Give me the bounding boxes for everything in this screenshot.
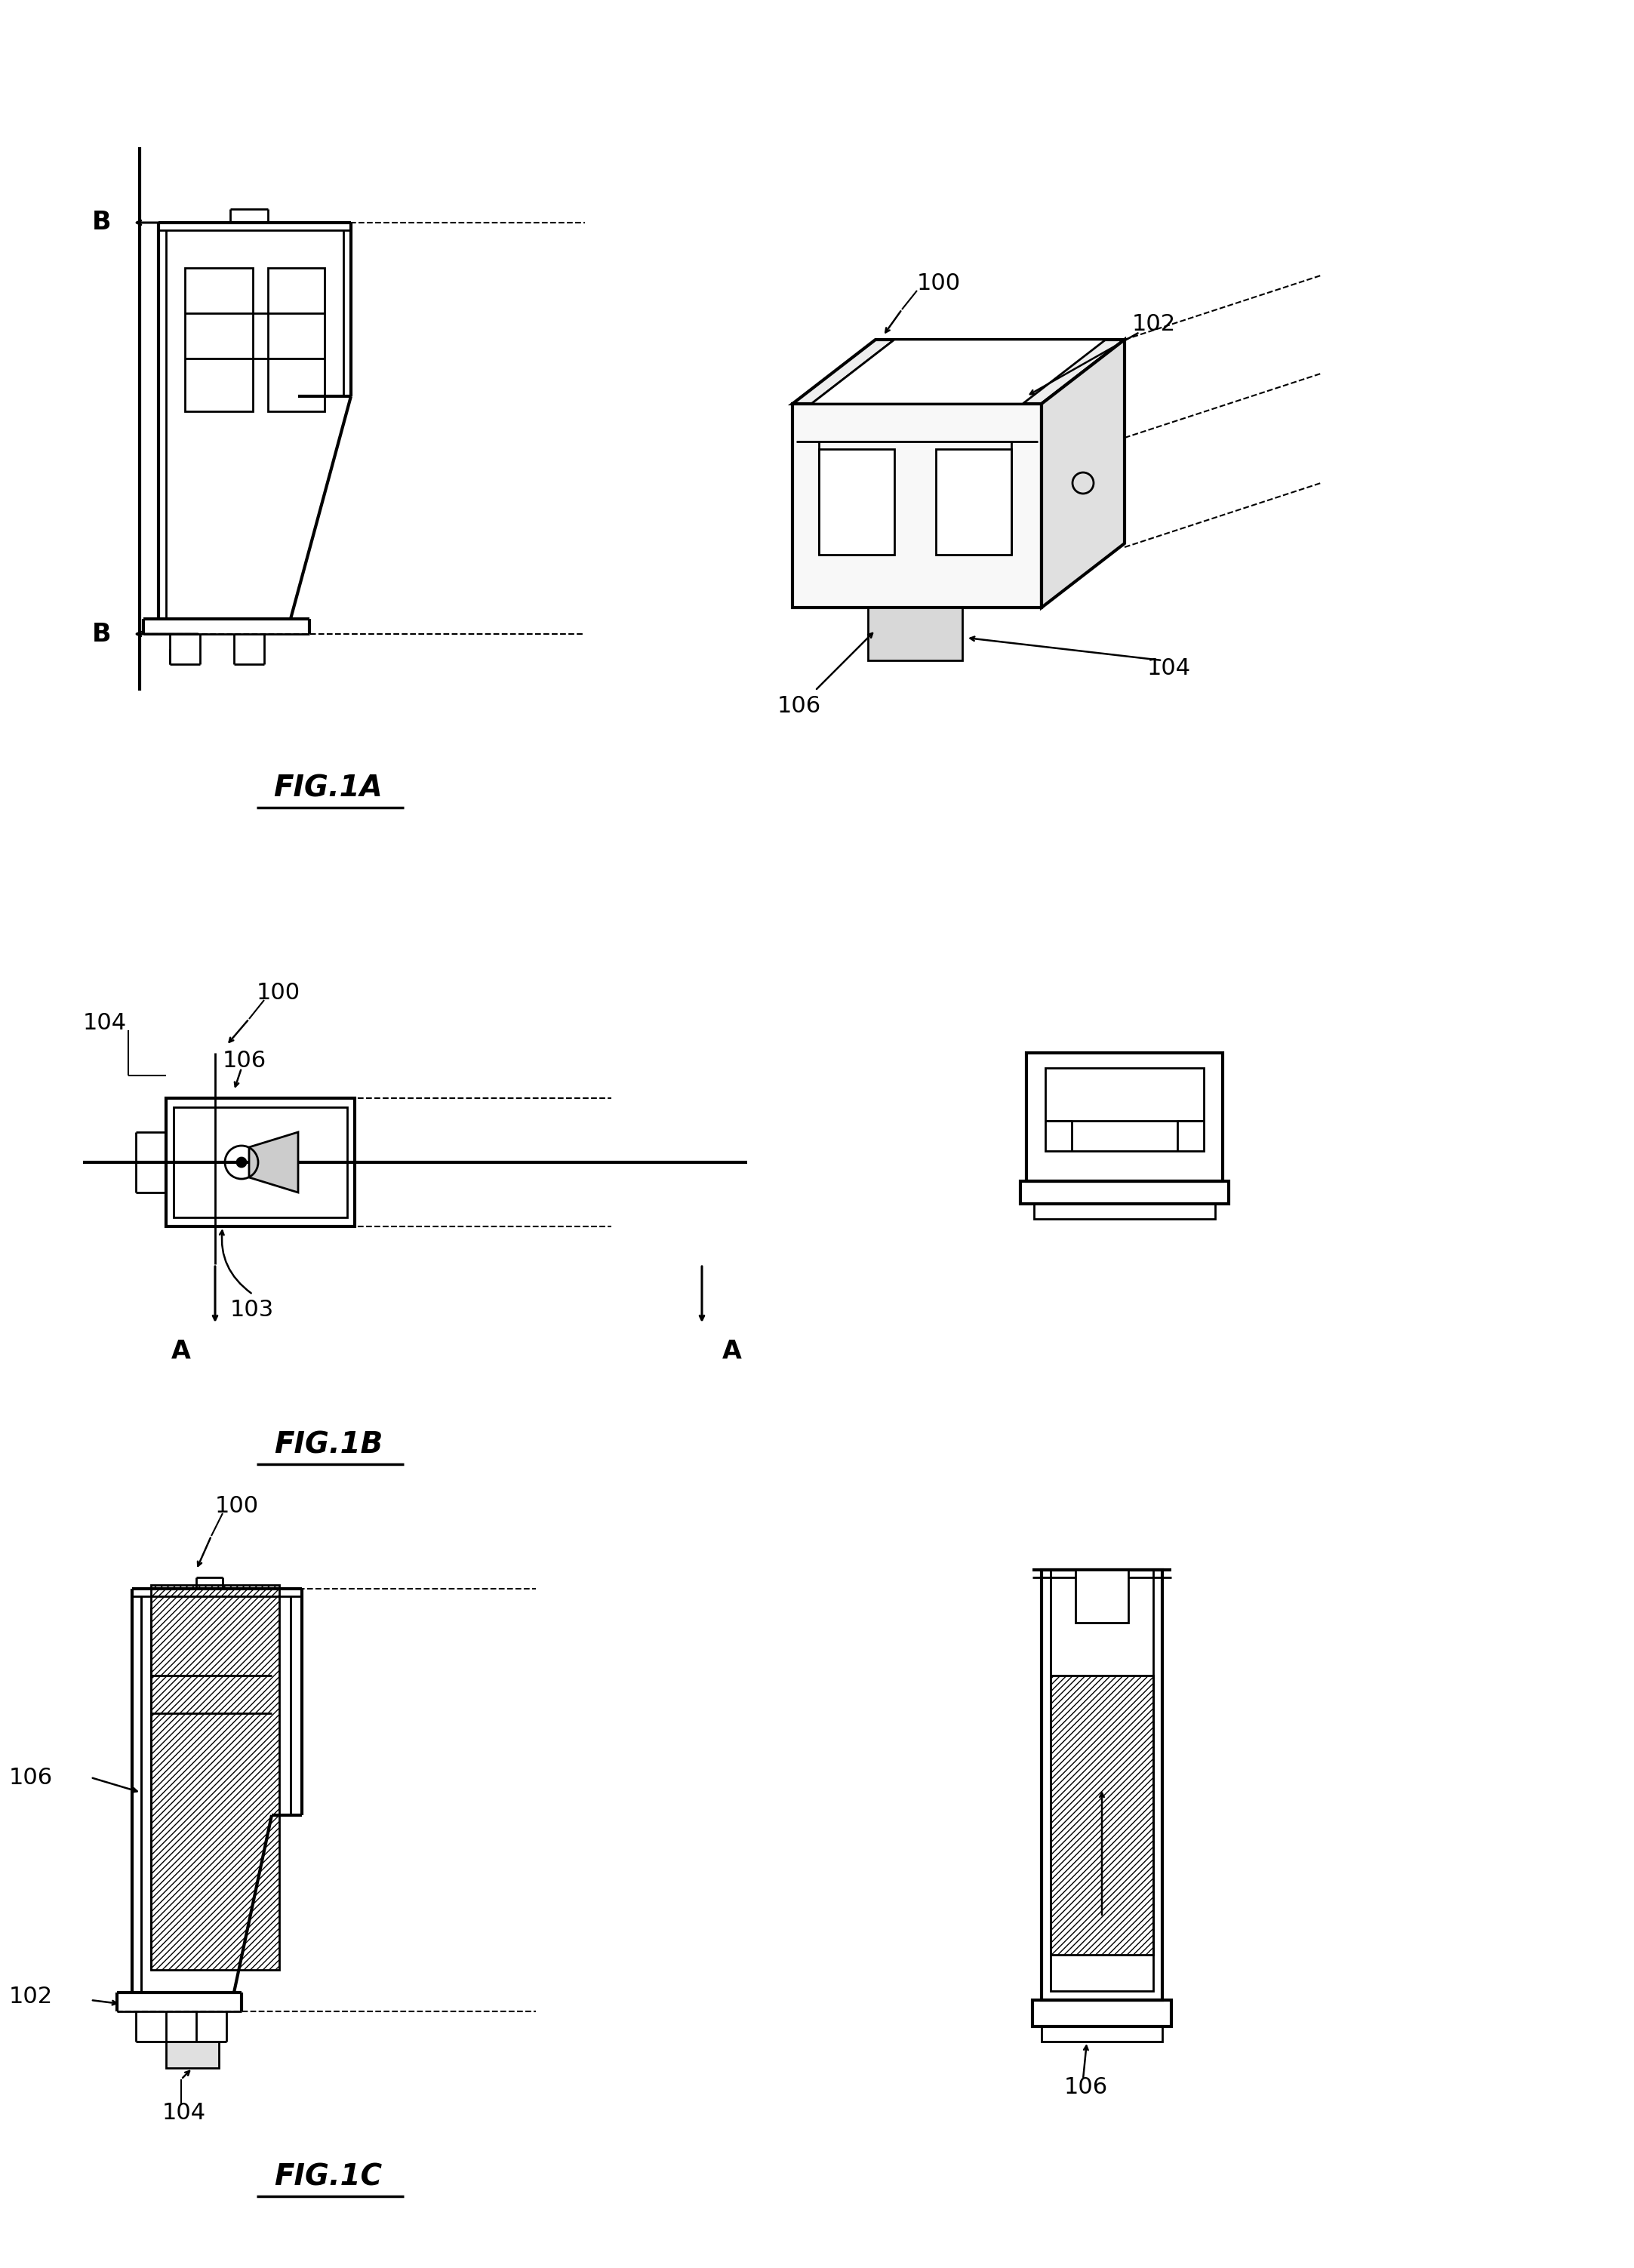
Bar: [1033, 2000, 1172, 2028]
Bar: [167, 1098, 355, 1227]
Polygon shape: [868, 608, 962, 660]
Text: A: A: [172, 1338, 191, 1363]
Bar: [1051, 1676, 1154, 1955]
Polygon shape: [792, 404, 1041, 608]
Text: 102: 102: [1132, 313, 1176, 336]
Bar: [1041, 1569, 1162, 2000]
Text: 102: 102: [8, 1984, 52, 2007]
Bar: [173, 1107, 346, 1218]
Bar: [1026, 1052, 1222, 1182]
Text: B: B: [92, 621, 111, 646]
Text: 104: 104: [83, 1012, 127, 1034]
Text: B: B: [92, 211, 111, 236]
Polygon shape: [1041, 340, 1124, 608]
Text: 100: 100: [917, 272, 961, 295]
Text: 100: 100: [257, 982, 301, 1002]
Text: FIG.1A: FIG.1A: [273, 773, 382, 803]
Text: FIG.1B: FIG.1B: [275, 1431, 382, 1461]
Text: 106: 106: [778, 694, 822, 717]
Bar: [1051, 1569, 1154, 1991]
Text: FIG.1C: FIG.1C: [275, 2164, 382, 2191]
Bar: [1041, 2028, 1162, 2041]
Bar: [1046, 1068, 1204, 1150]
Text: 104: 104: [162, 2102, 206, 2125]
Bar: [268, 268, 325, 411]
Polygon shape: [792, 340, 1124, 404]
Bar: [167, 2041, 219, 2068]
Bar: [936, 449, 1011, 556]
Bar: [819, 449, 894, 556]
Bar: [1020, 1182, 1229, 1204]
Text: 103: 103: [230, 1300, 275, 1320]
Circle shape: [237, 1157, 247, 1166]
Polygon shape: [248, 1132, 297, 1193]
Bar: [185, 268, 253, 411]
Bar: [1034, 1204, 1216, 1218]
Bar: [150, 1585, 279, 1971]
Bar: [1075, 1569, 1129, 1622]
Text: 104: 104: [1147, 658, 1191, 678]
Bar: [150, 1585, 279, 1971]
Text: 106: 106: [8, 1767, 52, 1789]
Text: 106: 106: [222, 1050, 266, 1070]
Text: 106: 106: [1064, 2075, 1108, 2098]
Polygon shape: [812, 340, 1106, 404]
Bar: [1051, 1676, 1154, 1955]
Text: 100: 100: [216, 1495, 258, 1517]
Text: A: A: [722, 1338, 742, 1363]
